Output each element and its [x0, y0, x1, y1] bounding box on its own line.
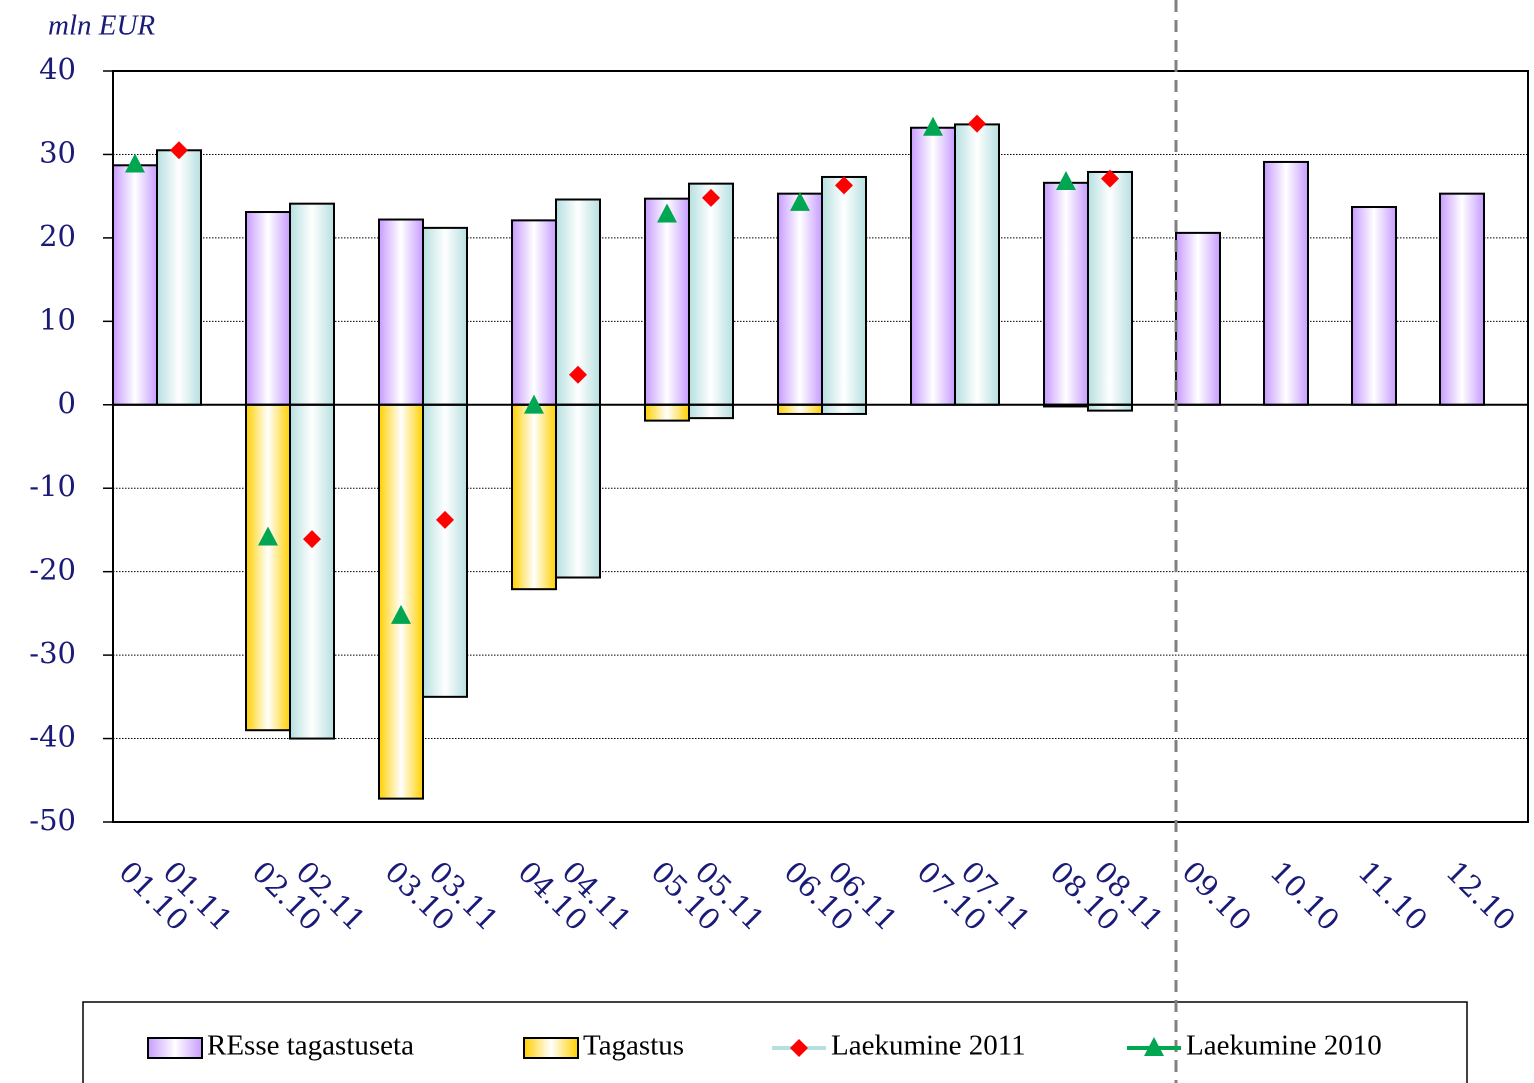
x-tick-label: 12.10	[1439, 855, 1522, 938]
marker-diamond	[569, 365, 587, 384]
bar	[289, 403, 335, 740]
marker-triangle	[790, 191, 810, 211]
bar	[555, 403, 601, 579]
marker-triangle	[391, 604, 411, 624]
bar	[1351, 206, 1397, 406]
y-tick-label: -30	[29, 636, 76, 670]
bar	[378, 218, 424, 406]
bar	[511, 403, 557, 591]
y-tick-label: -20	[29, 553, 76, 587]
bar	[422, 403, 468, 698]
marker-triangle	[524, 394, 544, 414]
bar	[156, 149, 202, 406]
x-tick-label: 09.10	[1175, 855, 1258, 938]
marker-triangle	[1144, 1037, 1164, 1056]
y-tick-label: 40	[39, 52, 76, 86]
legend-box	[82, 1001, 1468, 1083]
legend-label: Tagastus	[583, 1030, 684, 1062]
bar	[954, 123, 1000, 406]
y-axis-label: mln EUR	[48, 10, 155, 42]
marker-triangle	[125, 153, 145, 173]
marker-triangle	[1056, 170, 1076, 190]
legend-label: Laekumine 2010	[1186, 1030, 1382, 1062]
x-tick-label: 10.10	[1263, 855, 1346, 938]
marker-triangle	[258, 526, 278, 546]
bar	[1087, 170, 1133, 406]
legend-label: Laekumine 2011	[831, 1030, 1026, 1062]
bar	[245, 211, 291, 406]
marker-diamond	[303, 530, 321, 549]
bar	[511, 219, 557, 406]
bar	[289, 202, 335, 406]
marker-diamond	[1101, 169, 1119, 188]
y-tick-label: 30	[39, 135, 76, 169]
legend-label: REsse tagastuseta	[207, 1030, 414, 1062]
bar	[821, 175, 867, 406]
bar	[644, 403, 690, 422]
y-tick-label: -40	[29, 720, 76, 754]
bar	[644, 197, 690, 406]
y-tick-label: 20	[39, 219, 76, 253]
bar	[821, 403, 867, 415]
y-tick-label: 0	[58, 386, 76, 420]
bar	[112, 164, 158, 406]
bar	[777, 403, 823, 415]
marker-triangle	[923, 116, 943, 136]
x-tick-label: 11.10	[1351, 855, 1434, 938]
bar	[777, 192, 823, 406]
bar	[1175, 231, 1221, 406]
marker-diamond	[702, 188, 720, 207]
bar	[688, 403, 734, 420]
marker-triangle	[657, 203, 677, 223]
bar	[688, 182, 734, 406]
marker-diamond	[835, 176, 853, 195]
bar	[1439, 192, 1485, 406]
plot-frame	[112, 70, 1529, 823]
bar	[422, 226, 468, 406]
y-tick-label: -10	[29, 469, 76, 503]
bar	[245, 403, 291, 732]
marker-diamond	[968, 114, 986, 133]
y-tick-label: -50	[29, 803, 76, 837]
y-tick-label: 10	[39, 302, 76, 336]
marker-diamond	[170, 141, 188, 160]
bar	[910, 126, 956, 406]
bar	[1043, 181, 1089, 406]
legend-swatch	[147, 1037, 203, 1059]
marker-diamond	[436, 510, 454, 529]
bar	[378, 403, 424, 800]
legend-swatch	[523, 1037, 579, 1059]
marker-diamond	[790, 1039, 808, 1057]
bar	[1263, 160, 1309, 406]
